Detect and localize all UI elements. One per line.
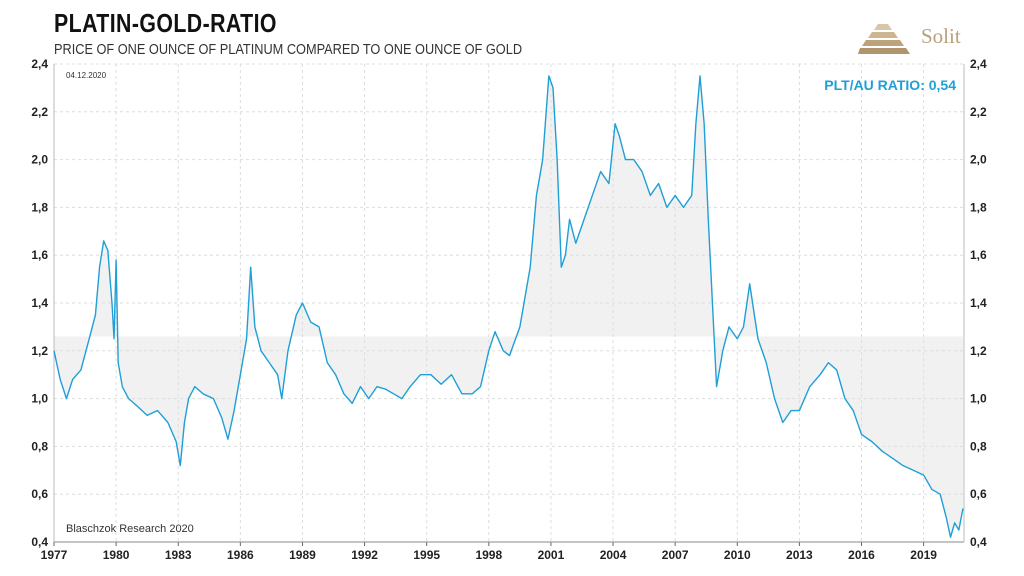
x-tick-label: 2016	[848, 548, 875, 562]
y-tick-label-right: 1,6	[970, 248, 987, 262]
mean-deviation-area	[54, 75, 963, 538]
x-tick-label: 1989	[289, 548, 316, 562]
y-tick-label-left: 1,2	[31, 344, 48, 358]
solit-logo-icon	[858, 24, 910, 54]
x-tick-label: 1992	[351, 548, 378, 562]
y-tick-label-left: 1,0	[31, 392, 48, 406]
y-tick-label-right: 0,8	[970, 439, 987, 453]
y-tick-label-left: 2,0	[31, 153, 48, 167]
x-tick-label: 1986	[227, 548, 254, 562]
y-tick-label-right: 1,2	[970, 344, 987, 358]
chart-title: PLATIN-GOLD-RATIO	[54, 8, 277, 38]
x-tick-label: 1980	[103, 548, 130, 562]
x-tick-label: 2019	[910, 548, 937, 562]
ratio-series-line	[53, 75, 964, 538]
y-tick-label-left: 1,4	[31, 296, 48, 310]
y-tick-label-right: 1,0	[970, 392, 987, 406]
y-tick-label-right: 1,4	[970, 296, 987, 310]
y-tick-label-left: 0,6	[31, 487, 48, 501]
x-tick-label: 2013	[786, 548, 813, 562]
y-tick-label-right: 0,6	[970, 487, 987, 501]
ratio-annotation: PLT/AU RATIO: 0,54	[824, 77, 956, 93]
y-tick-label-left: 1,6	[31, 248, 48, 262]
x-tick-label: 1998	[475, 548, 502, 562]
x-tick-label: 2010	[724, 548, 751, 562]
y-tick-label-left: 2,2	[31, 105, 48, 119]
y-tick-label-right: 2,0	[970, 153, 987, 167]
x-tick-label: 1983	[165, 548, 192, 562]
y-tick-label-right: 1,8	[970, 200, 987, 214]
y-tick-label-left: 2,4	[31, 57, 48, 71]
x-tick-label: 2004	[600, 548, 627, 562]
y-tick-label-right: 2,2	[970, 105, 987, 119]
brand-name: Solit	[921, 24, 961, 48]
source-label: Blaschzok Research 2020	[66, 523, 194, 535]
date-label: 04.12.2020	[66, 71, 107, 80]
chart-subtitle: PRICE OF ONE OUNCE OF PLATINUM COMPARED …	[54, 41, 523, 58]
y-tick-label-left: 0,8	[31, 439, 48, 453]
y-tick-label-left: 1,8	[31, 200, 48, 214]
y-tick-label-right: 2,4	[970, 57, 987, 71]
x-tick-label: 1995	[413, 548, 440, 562]
x-tick-label: 1977	[41, 548, 68, 562]
x-tick-label: 2001	[538, 548, 565, 562]
y-tick-label-right: 0,4	[970, 535, 987, 549]
x-tick-label: 2007	[662, 548, 689, 562]
y-tick-label-left: 0,4	[31, 535, 48, 549]
